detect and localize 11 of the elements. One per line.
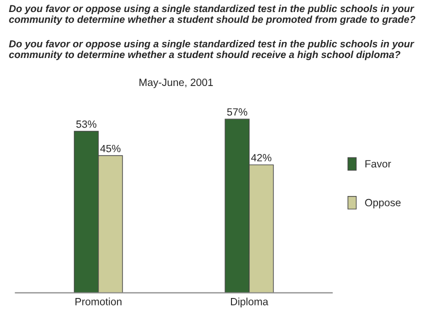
- chart-subtitle: Do you favor or oppose using a single standardized test in the public schools in your community to determine whether a student should receive a high school diploma?: [8, 40, 414, 60]
- data-label: 45%: [100, 144, 120, 152]
- chart-title: Do you favor or oppose using a single standardized test in the public schools in your community to determine whether a student should be promoted from grade to grade?: [8, 4, 416, 25]
- x-tick-label: Diploma: [230, 298, 268, 308]
- x-tick-label: Promotion: [75, 298, 122, 306]
- text: May-June, 2001: [140, 78, 213, 88]
- legend-label: Oppose: [365, 198, 401, 208]
- data-label: 57%: [227, 108, 248, 116]
- data-label: 53%: [76, 120, 96, 128]
- data-label: 42%: [251, 154, 272, 162]
- legend-label: Favor: [365, 160, 392, 168]
